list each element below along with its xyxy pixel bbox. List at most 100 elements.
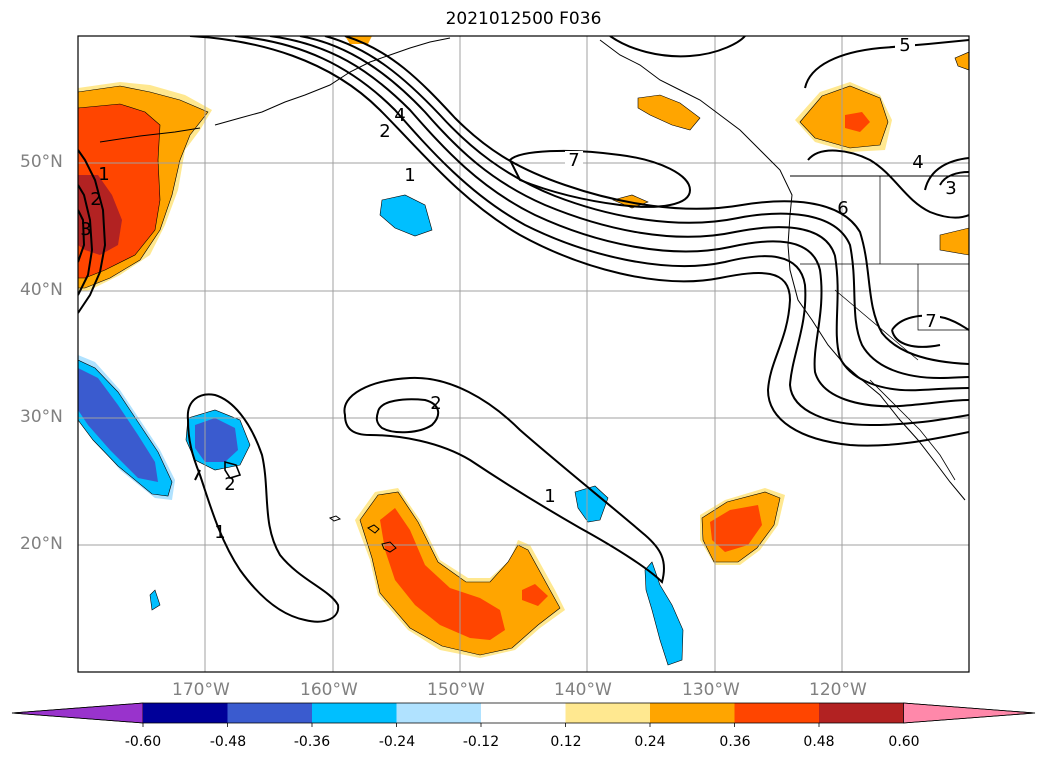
contour-west-1 [78,149,107,314]
shade-ne-corner [954,51,969,71]
map-title: 2021012500 F036 [445,9,602,29]
contour-label: 6 [837,198,848,219]
colorbar-segment [312,703,397,723]
contour-label: 4 [912,152,923,173]
lon-label-120w: 120°W [809,680,867,700]
contour-label: 4 [394,105,405,126]
coast-west-na [787,214,966,501]
coast-hawaii-2 [381,541,397,553]
contour-ne-4 [924,157,969,191]
shade-north-blue [379,194,433,237]
shade-hawaii-red [380,508,505,640]
shade-e-red [710,505,762,552]
contour-south-2 [375,398,440,434]
colorbar-extend-low [11,702,144,724]
shade-bc-red [845,112,870,132]
contour-west-3 [78,209,86,263]
coast-alaska-se [599,39,793,216]
colorbar-segment [396,703,481,723]
contour-ne-5 [804,39,969,89]
contour-label: 1 [214,522,225,543]
contour-label-group: 5 7 4 2 1 6 3 7 2 2 1 1 1 2 3 4 [80,35,956,543]
coast-mexico [869,379,956,481]
shade-sw-blue [78,368,158,482]
contour-south-1 [343,376,665,584]
map-frame [77,35,970,673]
lat-label-40: 40°N [20,280,63,300]
shade-east-edge [939,227,969,256]
coast-hawaii-3 [328,515,342,522]
colorbar-segment [565,703,650,723]
contour-label: 2 [379,121,390,142]
lat-label-50: 50°N [20,152,63,172]
shade-nw-darkred [78,175,122,255]
contour-e-7 [891,314,969,331]
lat-label-30: 30°N [20,407,63,427]
contour-label: 3 [80,219,91,240]
anomaly-shading [78,36,969,666]
lat-label-20: 20°N [20,534,63,554]
contour-main-1 [189,36,969,447]
colorbar-segment [734,703,819,723]
contour-main-4 [299,36,969,392]
shade-bc-orange [799,85,889,149]
shade-c-blue [574,485,609,523]
shade-hawaii-red-2 [522,584,548,606]
colorbar-segment [650,703,735,723]
colorbar-extend-high [903,702,1036,724]
colorbar-segment [819,703,904,723]
contour-main-5 [324,36,969,380]
colorbar-tick-label: 0.48 [803,734,835,750]
colorbar-segment [143,703,228,723]
colorbar-tick-label: -0.36 [293,734,331,750]
shade-small-blue [149,589,161,611]
contour-label: 2 [224,474,235,495]
contour-label: 7 [925,311,936,332]
contour-label: 1 [544,486,555,507]
lon-label-160w: 160°W [300,680,358,700]
shade-gulf-alaska [637,94,701,131]
contour-west-loop-2 [224,460,242,479]
contour-west-2 [78,184,94,296]
coast-state-2 [879,176,969,331]
contours [78,36,969,623]
colorbar-segment [227,703,312,723]
colorbar-tick-label: -0.48 [209,734,247,750]
contour-west-loop-1 [186,393,340,623]
coastlines [99,37,969,553]
contour-label: 2 [90,189,101,210]
colorbar-segment [481,703,566,723]
lon-label-130w: 130°W [682,680,740,700]
contour-label: 3 [945,178,956,199]
contour-label: 7 [568,150,579,171]
coast-state-3 [834,289,919,361]
coast-hawaii-1 [367,524,380,534]
contour-e-loop [891,329,941,348]
contour-sw-1 [194,469,201,481]
lon-label-140w: 140°W [554,680,612,700]
contour-label: 1 [98,164,109,185]
shade-w-blue [195,418,238,462]
contour-ne-loop [609,36,746,58]
colorbar-tick-label: 0.60 [888,734,920,750]
lon-label-170w: 170°W [172,680,230,700]
colorbar-tick-label: 0.24 [634,734,666,750]
contour-label: 1 [404,165,415,186]
colorbar-tick-label: 0.36 [719,734,751,750]
contour-ne-6 [807,149,969,219]
graticule [78,36,969,672]
contour-main-6 [344,36,969,365]
contour-ne-3 [939,171,969,186]
contour-label: 2 [430,393,441,414]
contour-7-ring [508,149,692,208]
colorbar-tick-label: 0.12 [550,734,582,750]
colorbar-tick-label: -0.60 [124,734,162,750]
lon-label-150w: 150°W [427,680,485,700]
contour-main-3 [269,36,969,408]
colorbar-tick-label: -0.12 [462,734,500,750]
colorbar [11,702,1036,727]
contour-main-2 [234,36,969,427]
colorbar-tick-label: -0.24 [378,734,416,750]
contour-label: 5 [899,35,910,56]
